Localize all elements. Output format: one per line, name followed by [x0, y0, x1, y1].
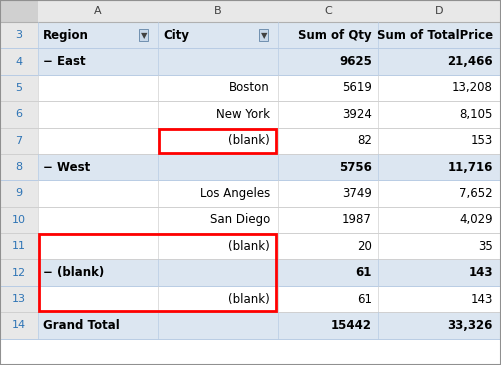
Text: − West: − West	[43, 161, 90, 174]
Text: 7,652: 7,652	[459, 187, 493, 200]
Bar	[0, 233, 38, 260]
Text: 143: 143	[468, 266, 493, 279]
Text: D: D	[435, 6, 444, 16]
Bar	[0, 339, 38, 365]
Text: Los Angeles: Los Angeles	[200, 187, 270, 200]
Text: 3: 3	[16, 30, 23, 40]
Text: (blank): (blank)	[228, 240, 270, 253]
Bar	[278, 0, 378, 22]
Bar	[0, 154, 38, 180]
Text: 4,029: 4,029	[459, 214, 493, 226]
Text: 20: 20	[357, 240, 372, 253]
Bar	[0, 207, 38, 233]
Bar	[0, 22, 38, 49]
Text: C: C	[324, 6, 332, 16]
Text: Grand Total: Grand Total	[43, 319, 120, 332]
Text: Region: Region	[43, 29, 89, 42]
Bar	[38, 154, 501, 180]
Text: 153: 153	[471, 134, 493, 147]
Text: 8,105: 8,105	[459, 108, 493, 121]
Text: 15442: 15442	[331, 319, 372, 332]
Text: 1987: 1987	[342, 214, 372, 226]
Bar	[378, 0, 501, 22]
Text: New York: New York	[216, 108, 270, 121]
Text: 4: 4	[16, 57, 23, 66]
Text: City: City	[163, 29, 189, 42]
Bar	[38, 75, 501, 101]
Bar	[159, 128, 277, 153]
Text: 7: 7	[16, 136, 23, 146]
Text: 33,326: 33,326	[447, 319, 493, 332]
Text: 5619: 5619	[342, 81, 372, 95]
Text: 61: 61	[357, 292, 372, 306]
Text: 5756: 5756	[339, 161, 372, 174]
Bar	[38, 233, 501, 260]
Text: ▼: ▼	[261, 31, 267, 40]
Text: 11,716: 11,716	[447, 161, 493, 174]
Bar	[0, 0, 38, 22]
Text: 143: 143	[470, 292, 493, 306]
Text: 14: 14	[12, 320, 26, 330]
Bar	[38, 49, 501, 75]
Bar	[38, 312, 501, 339]
Bar	[38, 22, 501, 49]
Text: 13: 13	[12, 294, 26, 304]
Bar	[0, 101, 38, 127]
Bar	[0, 75, 38, 101]
Bar	[38, 0, 158, 22]
Text: 12: 12	[12, 268, 26, 278]
Text: 82: 82	[357, 134, 372, 147]
Text: 3749: 3749	[342, 187, 372, 200]
Bar	[0, 312, 38, 339]
Bar	[38, 180, 501, 207]
Text: − (blank): − (blank)	[43, 266, 104, 279]
Text: 61: 61	[356, 266, 372, 279]
Bar	[38, 286, 501, 312]
Text: B: B	[214, 6, 222, 16]
Bar	[0, 127, 38, 154]
Bar	[38, 127, 501, 154]
Text: (blank): (blank)	[228, 134, 270, 147]
Text: 9: 9	[16, 188, 23, 199]
Bar	[0, 286, 38, 312]
Text: (blank): (blank)	[228, 292, 270, 306]
Text: 6: 6	[16, 110, 23, 119]
Text: 21,466: 21,466	[447, 55, 493, 68]
Text: Sum of TotalPrice: Sum of TotalPrice	[377, 29, 493, 42]
Text: 10: 10	[12, 215, 26, 225]
Text: 5: 5	[16, 83, 23, 93]
Bar	[38, 207, 501, 233]
Text: 8: 8	[16, 162, 23, 172]
Text: Sum of Qty: Sum of Qty	[299, 29, 372, 42]
Text: San Diego: San Diego	[210, 214, 270, 226]
Bar	[158, 0, 278, 22]
Text: ▼: ▼	[141, 31, 147, 40]
Bar	[0, 260, 38, 286]
Bar	[38, 339, 501, 365]
Text: A: A	[94, 6, 102, 16]
Text: − East: − East	[43, 55, 86, 68]
Text: 11: 11	[12, 241, 26, 251]
Bar	[38, 101, 501, 127]
Text: 35: 35	[478, 240, 493, 253]
Text: 9625: 9625	[339, 55, 372, 68]
Bar	[0, 180, 38, 207]
Text: Boston: Boston	[229, 81, 270, 95]
Bar	[40, 234, 277, 311]
Bar	[38, 260, 501, 286]
Text: 13,208: 13,208	[452, 81, 493, 95]
Text: 3924: 3924	[342, 108, 372, 121]
Bar	[0, 49, 38, 75]
